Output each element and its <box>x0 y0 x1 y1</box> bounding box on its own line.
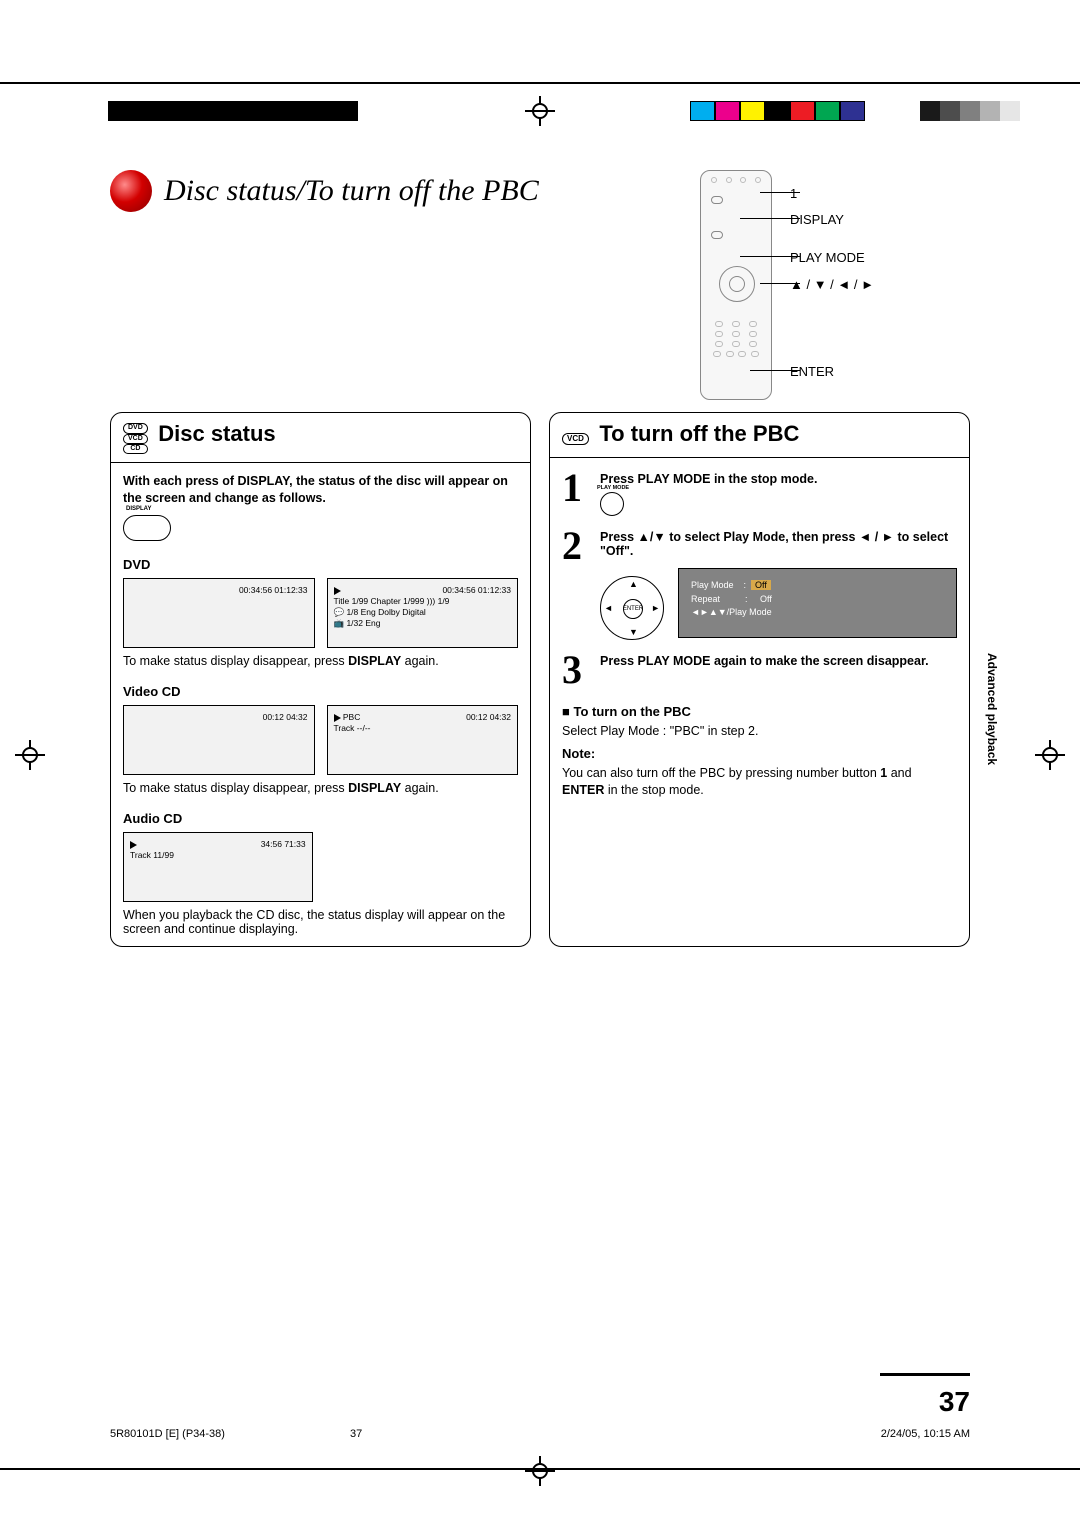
remote-label-display: DISPLAY <box>790 210 844 231</box>
step-3-number: 3 <box>562 654 590 686</box>
side-tab: Advanced playback <box>985 653 999 765</box>
step-3: 3 Press PLAY MODE again to make the scre… <box>562 654 957 686</box>
remote-label-arrows: ▲ / ▼ / ◄ / ► <box>790 275 874 296</box>
turn-on-text: Select Play Mode : "PBC" in step 2. <box>562 723 957 740</box>
disc-status-heading: Disc status <box>158 421 275 446</box>
dvd-screen-2: 00:34:56 01:12:33 Title 1/99 Chapter 1/9… <box>327 578 519 648</box>
cd-caption: When you playback the CD disc, the statu… <box>123 908 518 936</box>
page-content: Disc status/To turn off the PBC <box>110 170 970 1428</box>
display-button-icon: DISPLAY <box>123 515 171 541</box>
vcd-screen-1: 00:12 04:32 <box>123 705 315 775</box>
remote-label-1: 1 <box>790 184 797 205</box>
note-head: Note: <box>562 746 957 761</box>
turn-on-head: ■ To turn on the PBC <box>562 704 957 719</box>
footer-mid: 37 <box>350 1428 362 1440</box>
crosshair-left <box>15 740 45 770</box>
footer-left: 5R80101D [E] (P34-38) <box>110 1428 225 1440</box>
vcd-screens: 00:12 04:32 PBC 00:12 04:32 Track --/-- <box>123 705 518 775</box>
dvd-screens: 00:34:56 01:12:33 00:34:56 01:12:33 Titl… <box>123 578 518 648</box>
dvd-screen-1: 00:34:56 01:12:33 <box>123 578 315 648</box>
disc-badges: DVD VCD CD <box>123 423 148 454</box>
disc-status-panel: DVD VCD CD Disc status With each press o… <box>110 412 531 947</box>
dvd-caption: To make status display disappear, press … <box>123 654 518 668</box>
remote-label-enter: ENTER <box>790 362 834 383</box>
step-2-number: 2 <box>562 530 590 640</box>
step-1-number: 1 <box>562 472 590 516</box>
vcd-caption: To make status display disappear, press … <box>123 781 518 795</box>
remote-label-playmode: PLAY MODE <box>790 248 865 269</box>
playmode-button-icon: PLAY MODE <box>600 492 624 516</box>
pbc-panel: VCD To turn off the PBC 1 Press PLAY MOD… <box>549 412 970 947</box>
remote-diagram: 1 DISPLAY PLAY MODE ▲ / ▼ / ◄ / ► ENTER <box>700 170 950 430</box>
cd-label: Audio CD <box>123 811 518 826</box>
bottom-registration <box>0 1468 1080 1498</box>
footer-right: 2/24/05, 10:15 AM <box>881 1428 970 1440</box>
step-1: 1 Press PLAY MODE in the stop mode. PLAY… <box>562 472 957 516</box>
cd-screens: 34:56 71:33 Track 11/99 <box>123 832 518 902</box>
osd-screen: Play Mode : Off Repeat : Off ◄►▲▼/Play M… <box>678 568 957 638</box>
page-number: 37 <box>939 1386 970 1418</box>
remote-outline <box>700 170 772 400</box>
pbc-heading: To turn off the PBC <box>599 421 799 446</box>
top-registration <box>0 46 1080 86</box>
vcd-badge: VCD <box>562 433 589 445</box>
footer: 5R80101D [E] (P34-38) 37 2/24/05, 10:15 … <box>110 1428 970 1440</box>
red-sphere-icon <box>110 170 152 212</box>
page-number-rule <box>880 1373 970 1376</box>
step-2: 2 Press ▲/▼ to select Play Mode, then pr… <box>562 530 957 640</box>
vcd-screen-2: PBC 00:12 04:32 Track --/-- <box>327 705 519 775</box>
nav-disc-icon: ENTER ▲ ▼ ◄ ► <box>600 576 664 640</box>
dvd-label: DVD <box>123 557 518 572</box>
page-title: Disc status/To turn off the PBC <box>164 174 539 208</box>
note-body: You can also turn off the PBC by pressin… <box>562 765 957 799</box>
crosshair-right <box>1035 740 1065 770</box>
cd-screen: 34:56 71:33 Track 11/99 <box>123 832 313 902</box>
vcd-label: Video CD <box>123 684 518 699</box>
disc-status-intro: With each press of DISPLAY, the status o… <box>123 473 518 507</box>
